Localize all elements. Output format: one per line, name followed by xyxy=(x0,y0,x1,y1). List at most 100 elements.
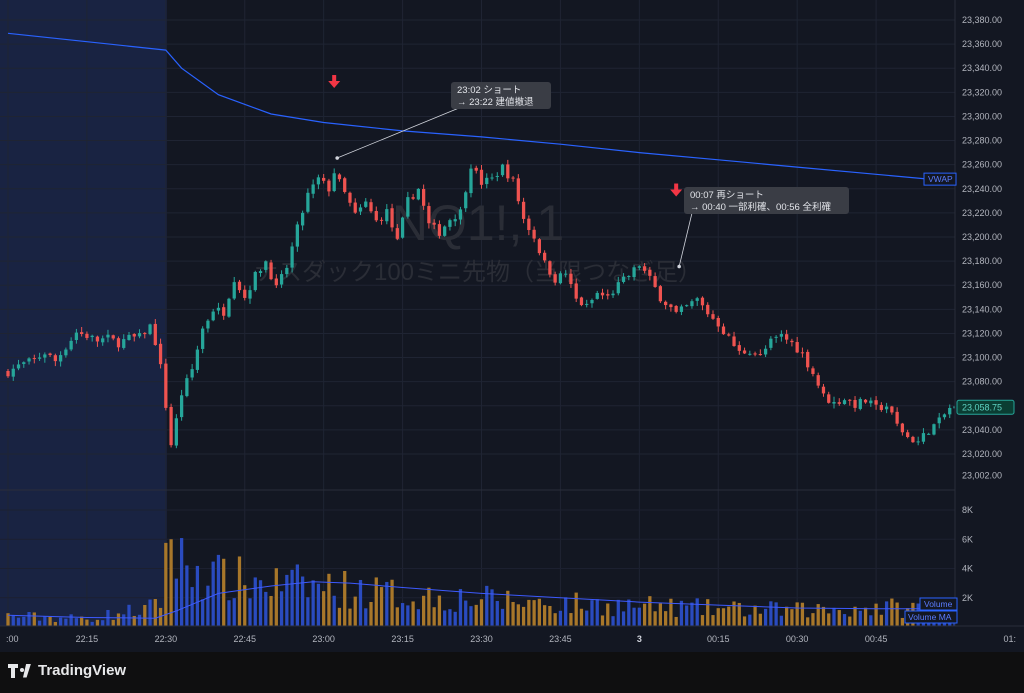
volume-tick-label: 2K xyxy=(962,593,973,603)
volume-bar xyxy=(763,608,768,627)
volume-bar xyxy=(158,607,163,627)
volume-ma-series-label: Volume MA xyxy=(908,612,952,622)
volume-bar xyxy=(348,608,352,627)
candle xyxy=(458,209,463,220)
volume-series-label: Volume xyxy=(924,599,953,609)
entry-arrow-icon xyxy=(332,75,337,83)
volume-bar xyxy=(201,599,205,627)
volume-bar xyxy=(500,608,505,627)
volume-bar xyxy=(306,597,310,627)
volume-tick-label: 4K xyxy=(962,564,973,574)
candle xyxy=(748,353,752,355)
volume-bar xyxy=(474,604,478,627)
candle xyxy=(106,334,110,338)
candle xyxy=(906,432,910,437)
candle xyxy=(464,192,468,209)
volume-bar xyxy=(795,602,799,627)
volume-bar xyxy=(343,571,347,627)
candle xyxy=(490,177,494,179)
volume-bar xyxy=(553,613,557,627)
price-tick-label: 23,080.00 xyxy=(962,377,1002,387)
volume-bar xyxy=(153,599,157,627)
candle xyxy=(853,399,857,408)
volume-bar xyxy=(32,612,36,627)
volume-bar xyxy=(842,614,847,627)
volume-bar xyxy=(274,568,278,627)
candle xyxy=(216,307,221,311)
candle xyxy=(727,334,731,336)
time-tick-label: 23:15 xyxy=(391,634,414,644)
candle xyxy=(58,355,63,362)
candle xyxy=(600,292,605,296)
candle xyxy=(485,177,489,185)
candle xyxy=(758,354,762,356)
price-tick-label: 23,260.00 xyxy=(962,160,1002,170)
volume-bar xyxy=(290,569,294,627)
volume-bar xyxy=(101,620,105,627)
candle xyxy=(500,164,505,176)
volume-bar xyxy=(248,598,252,627)
time-tick-label: 22:45 xyxy=(233,634,256,644)
annotation-box[interactable] xyxy=(451,82,551,109)
candle xyxy=(258,271,263,274)
candle xyxy=(527,218,531,231)
volume-bar xyxy=(390,579,394,627)
volume-bar xyxy=(874,603,878,627)
annotation-line1: 00:07 再ショート xyxy=(690,190,764,201)
candle xyxy=(706,304,710,315)
price-axis-bg xyxy=(955,0,1024,626)
price-tick-label: 23,020.00 xyxy=(962,449,1002,459)
volume-bar xyxy=(416,609,420,627)
candle xyxy=(206,320,210,329)
volume-bar xyxy=(58,617,63,627)
volume-bar xyxy=(211,561,215,627)
candle xyxy=(900,423,905,433)
candle xyxy=(85,333,89,338)
candle xyxy=(679,306,684,312)
volume-bar xyxy=(227,600,231,627)
volume-bar xyxy=(216,554,221,627)
tradingview-logo[interactable]: TradingView xyxy=(8,662,126,679)
candle xyxy=(358,207,363,212)
candle xyxy=(164,363,168,408)
annotation-line1: 23:02 ショート xyxy=(457,85,521,96)
candle xyxy=(763,348,768,355)
annotation-box[interactable] xyxy=(684,187,849,214)
volume-bar xyxy=(664,611,668,627)
candle xyxy=(285,267,289,275)
volume-bar xyxy=(690,602,694,627)
candle xyxy=(137,333,142,337)
candle xyxy=(195,349,200,370)
candle xyxy=(316,177,321,185)
candle xyxy=(690,301,694,307)
volume-bar xyxy=(479,599,484,627)
candle xyxy=(653,276,657,287)
volume-bar xyxy=(253,577,257,627)
volume-bar xyxy=(69,614,73,627)
time-axis-bg xyxy=(0,626,1024,652)
candle xyxy=(806,351,810,368)
volume-bar xyxy=(642,603,647,627)
volume-bar xyxy=(64,618,68,627)
volume-bar xyxy=(127,604,131,627)
candle xyxy=(837,402,841,404)
candlestick-chart[interactable]: NQ1!, 1 ナスダック100ミニ先物（当限つなぎ足） 23:02 ショート→ 2… xyxy=(0,0,1024,652)
volume-bar xyxy=(353,596,357,627)
candle xyxy=(264,261,268,270)
volume-bar xyxy=(527,599,531,627)
time-tick-label: 00:45 xyxy=(865,634,888,644)
candle xyxy=(779,334,784,337)
candle xyxy=(337,174,342,180)
candle xyxy=(785,334,789,340)
volume-bar xyxy=(458,589,463,627)
volume-bar xyxy=(506,590,510,627)
candle xyxy=(411,197,415,199)
volume-bar xyxy=(585,610,589,627)
volume-bar xyxy=(132,616,136,627)
candle xyxy=(800,352,805,354)
candle xyxy=(927,433,931,435)
candle xyxy=(364,201,368,207)
candle xyxy=(290,246,294,268)
volume-bar xyxy=(637,607,641,627)
